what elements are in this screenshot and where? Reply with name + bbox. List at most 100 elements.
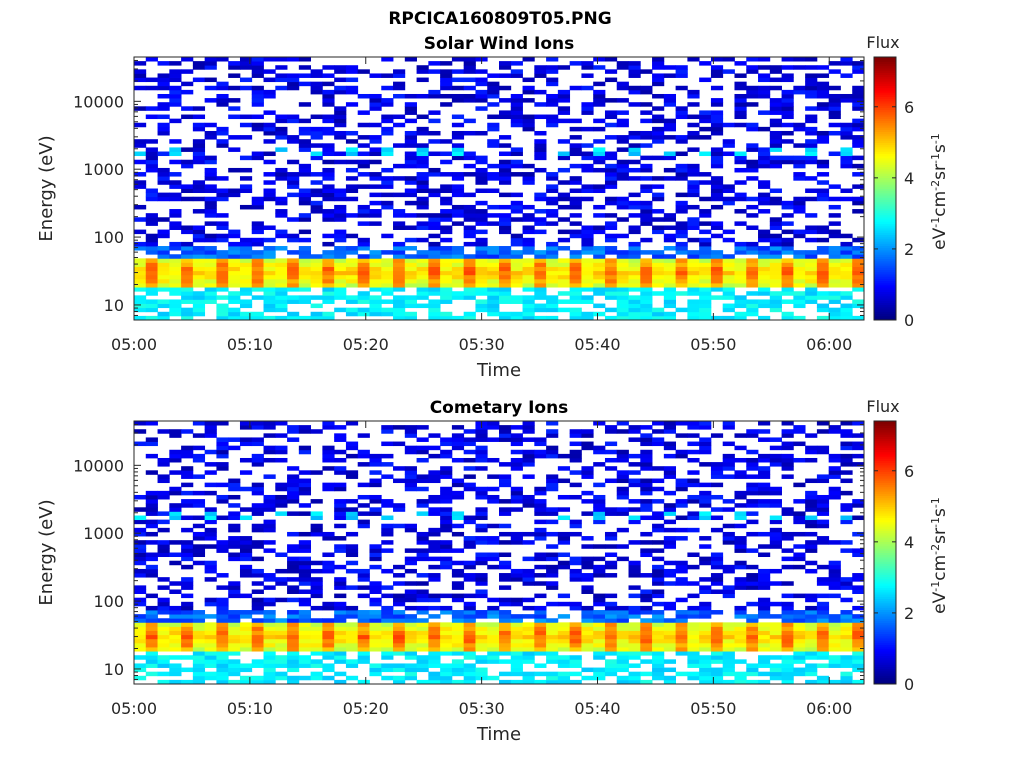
heatmap-cell [440,299,453,304]
heatmap-cell [557,192,571,198]
heatmap-cell [581,274,594,280]
heatmap-cell [510,618,523,623]
heatmap-cell [805,642,818,648]
heatmap-cell [781,139,794,144]
heatmap-cell [828,274,841,280]
heatmap-cell [228,585,241,590]
heatmap-cell [640,209,653,214]
heatmap-cell [181,577,194,582]
heatmap-cell [852,634,865,640]
heatmap-cell [228,135,241,140]
heatmap-cell [699,283,712,288]
heatmap-cell [345,531,359,537]
heatmap-cell [475,250,488,255]
heatmap-cell [499,523,512,529]
heatmap-cell [134,429,147,434]
heatmap-cell [440,523,453,529]
heatmap-cell [451,254,465,259]
heatmap-cell [145,192,158,198]
heatmap-cell [781,77,794,83]
heatmap-cell [145,274,158,280]
heatmap-cell [769,106,782,111]
heatmap-cell [357,172,370,177]
heatmap-cell [769,258,782,263]
colorbar-band [874,245,896,249]
heatmap-cell [805,106,818,111]
heatmap-cell [275,671,288,677]
heatmap-cell [722,425,735,430]
heatmap-cell [345,167,359,173]
heatmap-cell [298,213,312,218]
heatmap-cell [275,274,288,280]
heatmap-cell [758,262,771,267]
heatmap-cell [569,315,582,321]
x-tick-label: 05:30 [459,335,505,354]
heatmap-cell [840,638,853,644]
heatmap-cell [263,618,276,623]
heatmap-cell [145,262,158,267]
heatmap-cell [816,675,830,681]
heatmap-cell [816,663,830,668]
heatmap-cell [322,118,335,124]
heatmap-cell [157,233,170,239]
heatmap-cell [192,303,206,309]
heatmap-cell [710,118,724,124]
heatmap-cell [510,671,523,677]
heatmap-cell [616,630,629,636]
heatmap-cell [616,147,629,152]
heatmap-cell [710,188,724,194]
heatmap-cell [416,287,429,292]
heatmap-cell [722,278,735,284]
heatmap-cell [640,425,653,430]
heatmap-cell [369,213,382,218]
heatmap-cell [404,270,417,276]
heatmap-cell [557,106,571,111]
heatmap-cell [616,176,629,181]
heatmap-cell [793,229,806,235]
heatmap-cell [204,449,217,455]
heatmap-cell [416,172,429,177]
colorbar-band [874,559,896,562]
heatmap-cell [640,102,653,107]
heatmap-cell [440,667,453,673]
heatmap-cell [204,470,217,475]
heatmap-cell [192,106,206,111]
heatmap-cell [722,307,735,313]
heatmap-cell [840,307,853,313]
heatmap-cell [157,73,170,78]
heatmap-cell [616,486,629,492]
heatmap-cell [499,531,512,537]
heatmap-cell [475,200,488,206]
heatmap-cell [758,490,771,496]
heatmap-cell [157,527,170,533]
heatmap-cell [263,270,276,276]
colorbar-band [874,107,896,111]
heatmap-cell [581,630,594,636]
heatmap-cell [463,311,476,317]
heatmap-cell [275,278,288,284]
heatmap-cell [722,453,735,459]
heatmap-cell [451,618,465,623]
heatmap-cell [581,429,594,434]
heatmap-cell [451,457,465,463]
heatmap-cell [145,167,158,173]
heatmap-cell [546,209,559,214]
heatmap-cell [463,192,476,198]
heatmap-cell [416,445,429,451]
heatmap-cell [181,287,194,292]
heatmap-cell [451,143,465,148]
heatmap-cell [793,209,806,214]
heatmap-cell [192,250,206,255]
heatmap-cell [393,287,406,292]
heatmap-cell [840,421,853,426]
heatmap-cell [640,270,653,276]
heatmap-cell [663,65,677,70]
heatmap-cell [522,642,535,648]
heatmap-cell [710,110,724,115]
heatmap-cell [181,564,194,570]
heatmap-cell [428,544,441,549]
heatmap-cell [687,130,700,136]
heatmap-cell [463,667,476,673]
heatmap-cell [852,106,865,111]
heatmap-cell [734,544,747,549]
